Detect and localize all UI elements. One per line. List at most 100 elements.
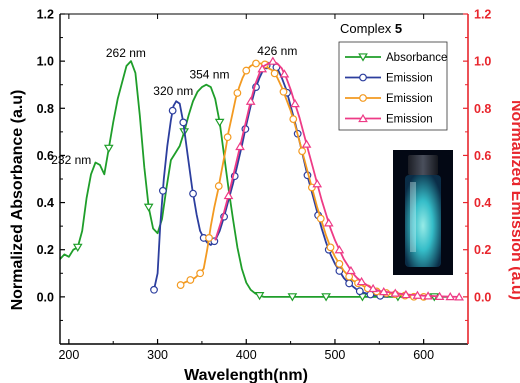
vial-highlight <box>410 182 416 252</box>
series-marker <box>287 293 298 302</box>
series-marker <box>254 292 265 301</box>
legend-label: Emission <box>386 73 433 85</box>
series-marker <box>334 245 345 254</box>
series-marker <box>214 118 225 128</box>
series-marker <box>103 144 114 153</box>
series-marker <box>252 59 260 68</box>
right-tick-label: 1.0 <box>474 55 491 69</box>
axes: 0.0 0.0 0.2 0.2 0.4 0.4 0.6 0.6 0.8 0.8 1.0 1.0 1.2 1… <box>37 8 492 363</box>
right-tick-label: 0.8 <box>474 102 491 116</box>
series-marker <box>143 203 154 212</box>
series-marker <box>242 66 251 75</box>
x-tick-label: 400 <box>236 348 257 362</box>
right-tick-label: 1.2 <box>474 8 491 22</box>
series-marker <box>301 139 312 148</box>
peak-label: 232 nm <box>51 153 91 167</box>
series-marker <box>233 89 242 97</box>
legend-title-prefix: Complex <box>340 21 392 36</box>
legend-item: Emission <box>345 114 433 126</box>
legend: Complex 5 Absorbance Emission Emission Emis… <box>338 21 448 131</box>
left-tick-label: 1.0 <box>37 55 54 69</box>
vial-fluorescence-photo <box>393 150 453 275</box>
series-marker <box>279 87 288 96</box>
series-marker <box>412 290 423 299</box>
series-marker <box>270 69 279 78</box>
series-marker <box>223 133 232 142</box>
series-marker <box>326 243 335 252</box>
series-marker <box>158 186 167 195</box>
series-layer <box>59 56 464 302</box>
series-marker <box>298 147 307 156</box>
x-tick-label: 500 <box>325 348 346 362</box>
series-marker <box>323 218 334 227</box>
series-marker <box>321 293 331 302</box>
right-axis-title: Normalized Emission (a.u) <box>508 100 520 300</box>
series-marker <box>390 288 401 297</box>
series-marker <box>205 234 213 242</box>
left-axis-title: Normalized Absorbance (a.u) <box>9 90 26 311</box>
series-marker <box>196 269 205 278</box>
series-marker <box>235 141 245 151</box>
series-marker <box>312 179 323 188</box>
series-marker <box>72 243 83 252</box>
series-marker <box>257 64 268 73</box>
series-marker <box>245 96 256 105</box>
series-marker <box>279 69 290 78</box>
series-marker <box>179 118 188 127</box>
peak-label: 262 nm <box>106 46 146 60</box>
series-0-absorbance <box>59 60 451 302</box>
series-marker <box>316 214 325 223</box>
series-marker <box>345 272 354 281</box>
legend-title-number: 5 <box>395 21 402 36</box>
series-marker <box>378 286 389 296</box>
series-marker <box>176 281 185 289</box>
peak-annotations: 232 nm 262 nm 320 nm 354 nm 426 nm <box>51 44 297 167</box>
right-tick-label: 0.2 <box>474 243 491 257</box>
x-tick-label: 600 <box>413 348 434 362</box>
peak-label: 320 nm <box>153 84 193 98</box>
series-marker <box>454 292 464 301</box>
legend-title: Complex 5 <box>340 21 402 36</box>
series-marker <box>368 283 378 293</box>
legend-swatch-marker <box>358 113 368 123</box>
series-line <box>180 62 424 298</box>
series-marker <box>289 115 298 124</box>
x-axis-title: Wavelength(nm) <box>184 367 308 383</box>
legend-swatch-marker <box>358 53 368 62</box>
peak-label: 354 nm <box>189 68 229 82</box>
series-marker <box>345 279 354 288</box>
vial-cap <box>408 155 438 175</box>
series-marker <box>223 190 234 200</box>
series-marker <box>423 291 433 300</box>
left-tick-label: 0.0 <box>37 290 54 304</box>
right-tick-label: 0.4 <box>474 196 491 210</box>
x-tick-label: 200 <box>58 348 79 362</box>
series-marker <box>268 56 278 65</box>
legend-item: Emission <box>345 73 433 85</box>
peak-label: 426 nm <box>257 44 297 58</box>
legend-label: Absorbance <box>386 52 447 64</box>
series-marker <box>186 276 195 284</box>
legend-swatch-marker <box>359 73 367 82</box>
series-marker <box>290 98 300 108</box>
series-marker <box>434 291 445 300</box>
series-marker <box>401 289 411 299</box>
left-tick-label: 1.2 <box>37 8 54 22</box>
series-marker <box>189 189 197 198</box>
series-marker <box>355 287 364 296</box>
right-tick-label: 0.0 <box>474 290 491 304</box>
legend-swatch-marker <box>359 94 367 102</box>
series-marker <box>168 106 177 115</box>
series-marker <box>214 182 223 190</box>
legend-item: Absorbance <box>345 52 447 64</box>
left-tick-label: 0.4 <box>37 196 54 210</box>
series-3-emission <box>214 56 464 301</box>
legend-item: Emission <box>345 93 433 105</box>
vial-glowing-solution <box>405 175 441 267</box>
x-tick-label: 300 <box>147 348 168 362</box>
series-marker <box>356 276 367 286</box>
left-tick-label: 0.6 <box>37 149 54 163</box>
series-marker <box>445 292 456 301</box>
right-tick-label: 0.6 <box>474 149 491 163</box>
